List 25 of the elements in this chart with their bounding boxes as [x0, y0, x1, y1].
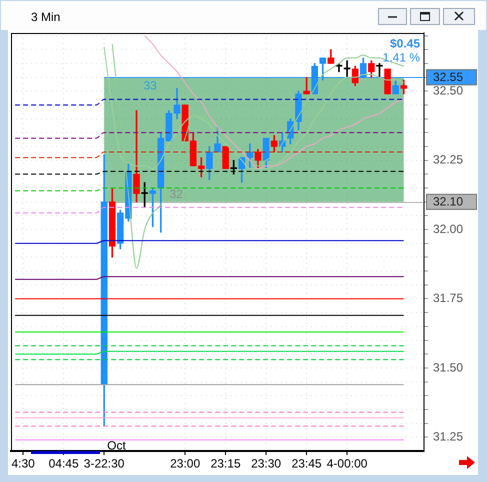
- annotation: 1.41 %: [382, 50, 420, 64]
- y-tick-label: 31.25: [433, 429, 464, 444]
- y-tick-label: 32.25: [433, 152, 464, 167]
- x-tick-label: 23:30: [251, 456, 282, 471]
- annotation: Oct: [107, 438, 126, 452]
- candlestick: [344, 60, 350, 78]
- x-tick-label: 4-00:00: [326, 456, 368, 471]
- x-tick-label: 23:15: [210, 456, 241, 471]
- x-tick-label: 4:30: [11, 456, 36, 471]
- annotation: $0.45: [390, 36, 420, 50]
- y-tick-label: 32.50: [433, 83, 464, 98]
- ref-line-label: 32.55: [433, 70, 464, 84]
- x-tick-label: 3-22:30: [84, 456, 125, 471]
- y-tick-label: 31.75: [433, 291, 464, 306]
- candlestick: [303, 76, 310, 94]
- y-tick-label: 32.00: [433, 222, 464, 236]
- x-tick-label: 23:00: [170, 456, 200, 471]
- candlestick: [376, 63, 383, 78]
- chart-title: 3 Min: [31, 10, 60, 24]
- annotation: 32: [169, 187, 184, 202]
- y-tick-label: 31.50: [433, 360, 464, 374]
- x-tick-label: 04:45: [48, 456, 79, 471]
- x-tick-label: 23:45: [292, 456, 322, 471]
- ref-line-label: 32.10: [433, 194, 464, 209]
- band-label: 33: [143, 78, 158, 93]
